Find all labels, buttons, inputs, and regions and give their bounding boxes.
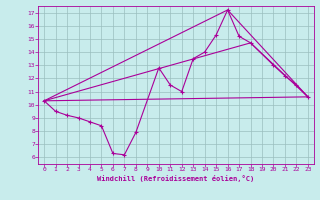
X-axis label: Windchill (Refroidissement éolien,°C): Windchill (Refroidissement éolien,°C) [97, 175, 255, 182]
